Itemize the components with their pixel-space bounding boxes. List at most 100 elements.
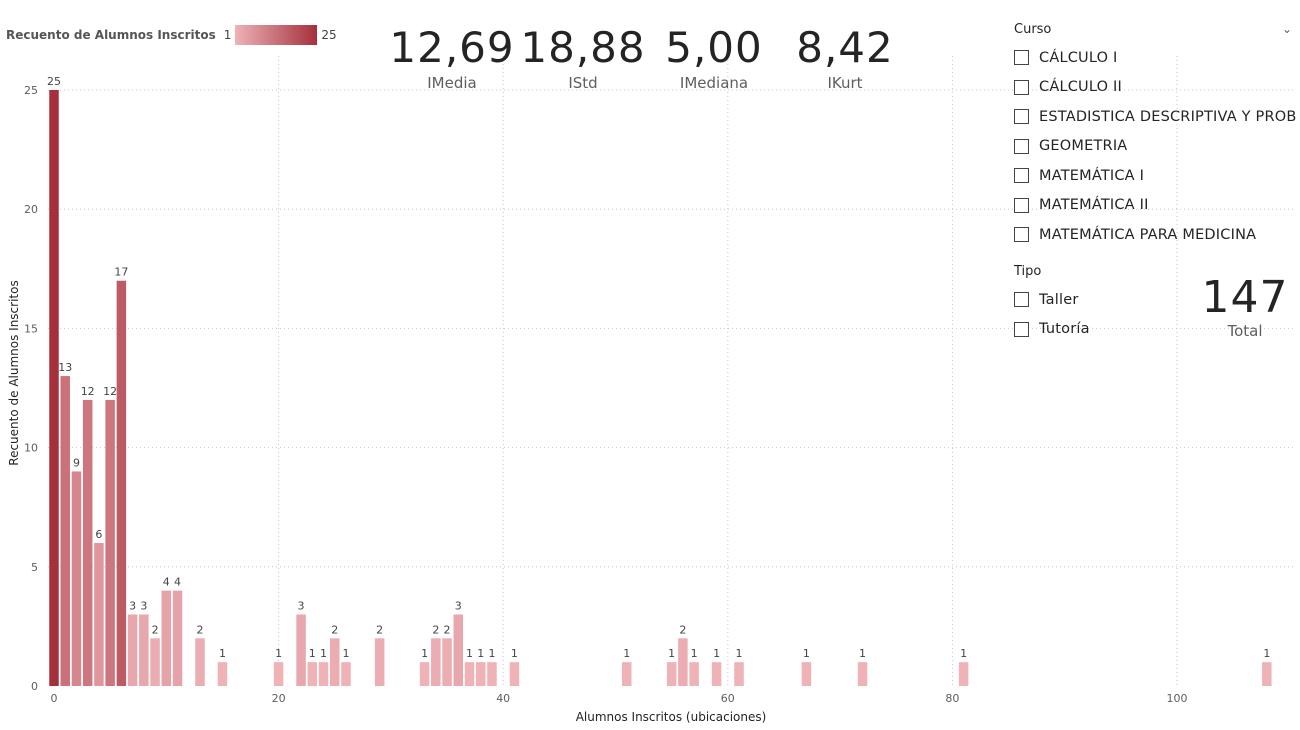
kpi-total: 147 Total [1190, 272, 1300, 341]
data-label: 25 [47, 75, 61, 88]
kpi-label: IMedia [427, 74, 477, 92]
checkbox[interactable] [1014, 292, 1029, 308]
legend-max: 25 [321, 28, 337, 42]
slicer-item-tutoria[interactable]: Tutoría [1014, 315, 1114, 345]
data-label: 1 [859, 647, 866, 660]
bar [172, 590, 183, 686]
bar [341, 662, 351, 686]
bar [150, 638, 160, 686]
bar [1262, 662, 1272, 686]
data-label: 6 [95, 528, 102, 541]
data-label: 1 [320, 647, 327, 660]
checkbox[interactable] [1014, 79, 1029, 95]
legend-min: 1 [223, 28, 232, 42]
data-label: 3 [129, 599, 136, 612]
data-label: 2 [444, 623, 451, 636]
bar [60, 376, 70, 686]
kpi-label: IMediana [679, 74, 749, 92]
slicer-item-matematica-i[interactable]: MATEMÁTICA I [1014, 161, 1297, 191]
bar [857, 662, 868, 686]
data-label: 1 [421, 647, 428, 660]
x-tick-label: 80 [945, 692, 959, 705]
checkbox[interactable] [1014, 227, 1029, 243]
data-label: 12 [103, 385, 117, 398]
data-label: 2 [679, 623, 686, 636]
x-tick-label: 100 [1167, 692, 1188, 705]
data-label: 1 [275, 647, 282, 660]
kpi-ikurt: 8,42 IKurt [775, 26, 915, 93]
bar [678, 638, 688, 686]
y-tick-label: 5 [31, 561, 38, 574]
data-label: 2 [196, 623, 203, 636]
bar [442, 638, 452, 686]
slicer-tipo: Tipo Taller Tutoría [1014, 264, 1114, 344]
bar [195, 638, 205, 686]
y-tick-label: 25 [24, 84, 38, 97]
checkbox[interactable] [1014, 168, 1029, 184]
legend-gradient [235, 25, 318, 45]
kpi-value: 18,88 [520, 23, 646, 72]
slicer-item-label: Taller [1039, 291, 1079, 308]
slicer-item-label: ESTADISTICA DESCRIPTIVA Y PROB [1039, 108, 1297, 125]
chevron-down-icon[interactable]: ⌄ [1281, 22, 1292, 36]
bar [666, 662, 677, 686]
bar [49, 90, 59, 686]
slicer-curso: Curso ⌄ CÁLCULO I CÁLCULO II ESTADISTICA… [1014, 22, 1297, 250]
data-label: 3 [140, 599, 147, 612]
slicer-item-calculo-i[interactable]: CÁLCULO I [1014, 43, 1297, 73]
slicer-item-calculo-ii[interactable]: CÁLCULO II [1014, 73, 1297, 103]
kpi-value: 147 [1201, 272, 1289, 323]
slicer-item-taller[interactable]: Taller [1014, 285, 1114, 315]
kpi-imedia: 12,69 IMedia [382, 26, 522, 93]
data-label: 12 [81, 385, 95, 398]
bar [217, 662, 228, 686]
slicer-item-estadistica[interactable]: ESTADISTICA DESCRIPTIVA Y PROB [1014, 102, 1297, 132]
data-label: 1 [219, 647, 226, 660]
data-label: 1 [803, 647, 810, 660]
slicer-curso-header[interactable]: Curso ⌄ [1014, 22, 1292, 37]
y-tick-label: 20 [24, 203, 38, 216]
slicer-item-label: GEOMETRIA [1039, 138, 1128, 155]
slicer-item-label: Tutoría [1039, 321, 1090, 338]
y-tick-label: 0 [31, 680, 38, 693]
data-label: 1 [477, 647, 484, 660]
checkbox[interactable] [1014, 109, 1029, 125]
slicer-item-label: CÁLCULO II [1039, 79, 1122, 96]
data-label: 2 [376, 623, 383, 636]
slicer-item-geometria[interactable]: GEOMETRIA [1014, 132, 1297, 162]
checkbox[interactable] [1014, 50, 1029, 66]
kpi-istd: 18,88 IStd [513, 23, 653, 93]
data-label: 1 [691, 647, 698, 660]
slicer-item-matematica-medicina[interactable]: MATEMÁTICA PARA MEDICINA [1014, 220, 1297, 250]
y-axis-title: Recuento de Alumnos Inscritos [7, 280, 21, 465]
slicer-item-matematica-ii[interactable]: MATEMÁTICA II [1014, 191, 1297, 221]
data-label: 2 [432, 623, 439, 636]
x-axis-title: Alumnos Inscritos (ubicaciones) [576, 710, 767, 724]
bar [296, 614, 306, 686]
data-label: 1 [488, 647, 495, 660]
data-label: 1 [466, 647, 473, 660]
checkbox[interactable] [1014, 138, 1029, 154]
bar [318, 662, 329, 686]
bar [509, 662, 520, 686]
checkbox[interactable] [1014, 197, 1029, 213]
bar [419, 662, 430, 686]
bar [105, 399, 115, 686]
data-label: 1 [342, 647, 349, 660]
x-tick-label: 20 [272, 692, 286, 705]
bar [431, 638, 441, 686]
bar [374, 638, 385, 686]
bar [161, 590, 172, 686]
legend-title: Recuento de Alumnos Inscritos [6, 28, 216, 42]
checkbox[interactable] [1014, 321, 1029, 337]
x-tick-label: 0 [51, 692, 58, 705]
bar [82, 399, 93, 686]
data-label: 17 [114, 266, 128, 279]
kpi-label: IKurt [827, 74, 863, 92]
bar [453, 614, 464, 686]
data-label: 1 [1263, 647, 1270, 660]
bar [487, 662, 497, 686]
bar [127, 614, 138, 686]
data-label: 1 [960, 647, 967, 660]
bar [711, 662, 722, 686]
